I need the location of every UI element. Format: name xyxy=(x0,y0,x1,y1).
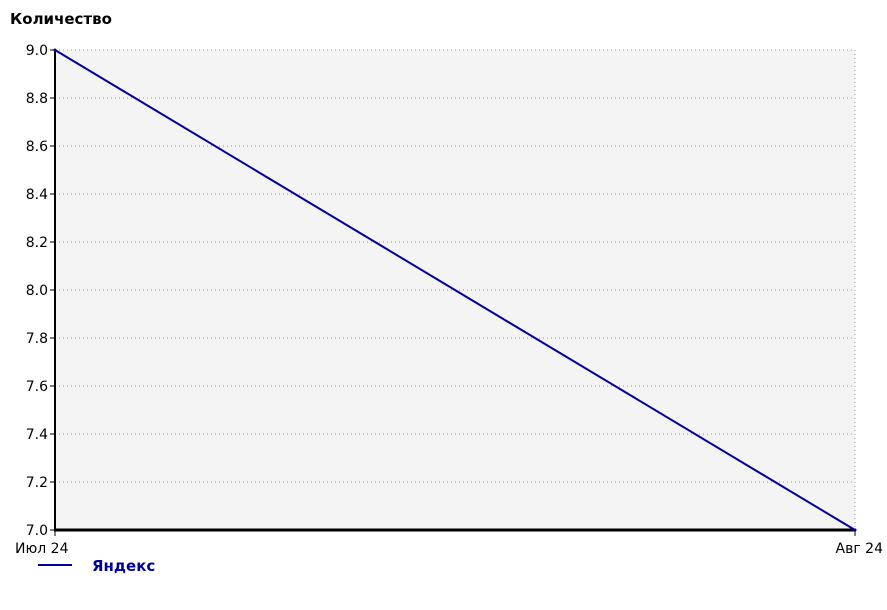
y-tick-label: 9.0 xyxy=(26,43,48,59)
y-tick-label: 7.4 xyxy=(26,427,48,443)
series-line xyxy=(54,49,856,531)
legend-label: Яндекс xyxy=(92,557,155,575)
y-tick-label: 7.2 xyxy=(26,475,48,491)
y-tick-label: 8.6 xyxy=(26,139,48,155)
x-tick-label: Июл 24 xyxy=(15,541,69,557)
y-tick-label: 8.4 xyxy=(26,187,48,203)
x-tick-label: Авг 24 xyxy=(836,541,884,557)
y-axis-title: Количество xyxy=(10,10,112,28)
data-point xyxy=(53,48,57,52)
y-tick-label: 7.0 xyxy=(26,523,48,539)
y-tick-label: 7.6 xyxy=(26,379,48,395)
y-axis-ticks: 7.0 7.2 7.4 7.6 7.8 8.0 8.2 8.4 8.6 8.8 9.0 xyxy=(26,43,55,539)
data-point xyxy=(853,528,857,532)
series-lines xyxy=(53,48,857,532)
y-tick-label: 8.8 xyxy=(26,91,48,107)
legend: Яндекс xyxy=(38,557,155,575)
y-tick-label: 8.0 xyxy=(26,283,48,299)
x-axis-ticks: Июл 24 Авг 24 xyxy=(15,530,883,557)
y-tick-label: 8.2 xyxy=(26,235,48,251)
y-tick-label: 7.8 xyxy=(26,331,48,347)
